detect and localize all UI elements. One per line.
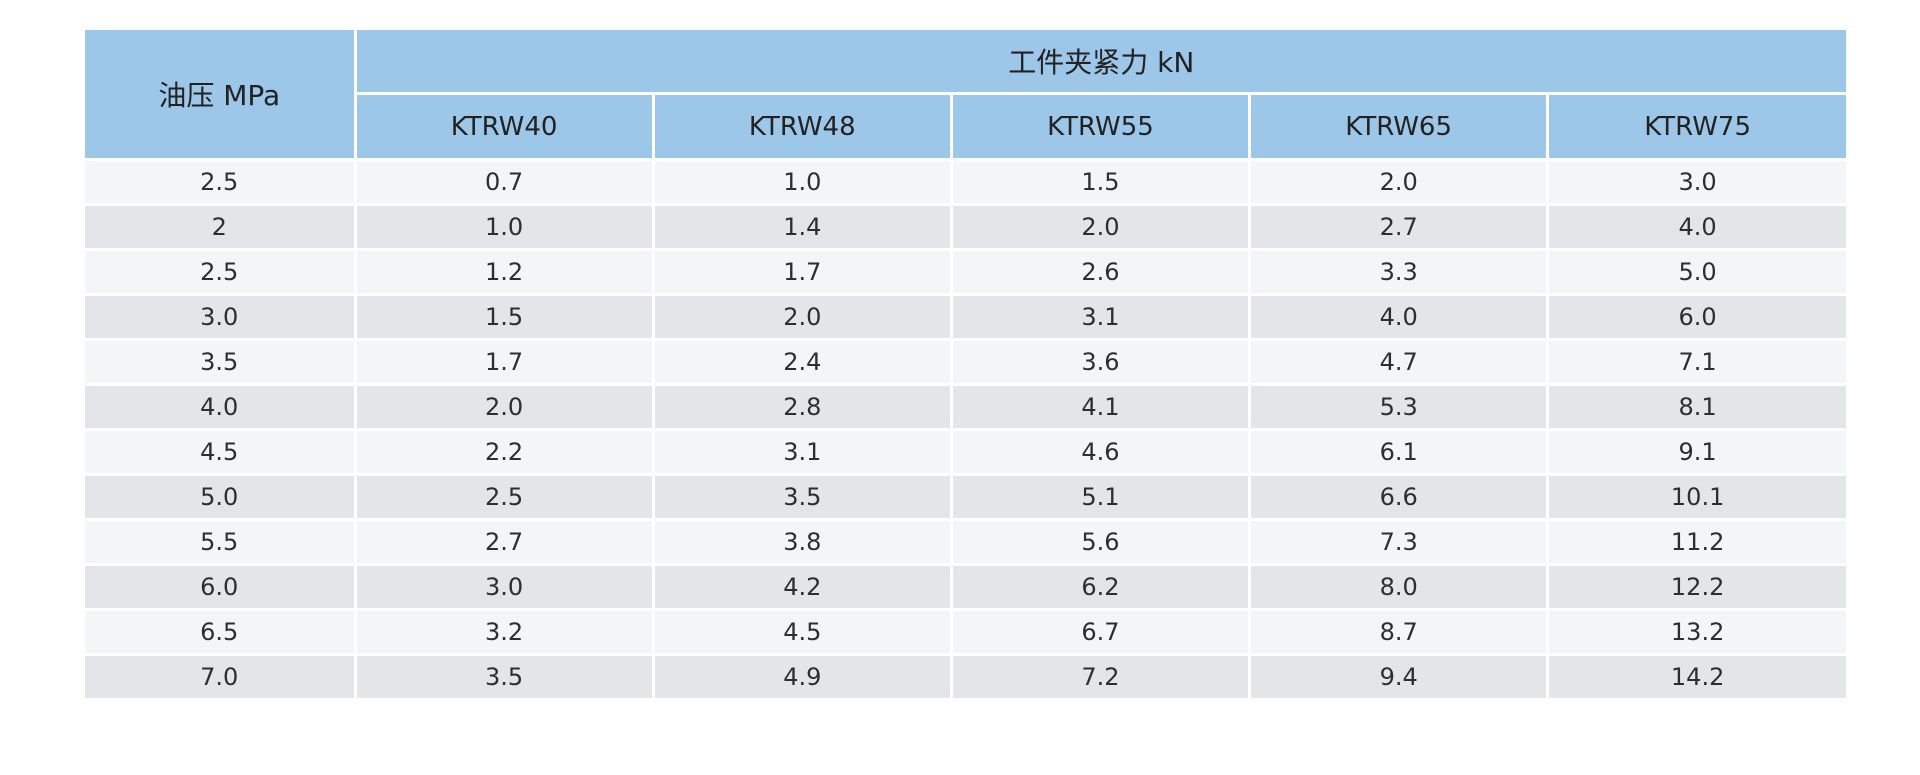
clamping-force-cell: 1.5 (355, 293, 655, 340)
clamping-force-cell: 2.5 (355, 473, 655, 520)
table-row: 5.0 2.5 3.5 5.1 6.6 10.1 (85, 473, 1846, 520)
table-row: 6.5 3.2 4.5 6.7 8.7 13.2 (85, 608, 1846, 655)
clamping-force-cell: 2.2 (355, 428, 655, 475)
clamping-force-cell: 4.6 (951, 428, 1252, 475)
oil-pressure-cell: 2.5 (85, 248, 357, 295)
table-body: 2.5 0.7 1.0 1.5 2.0 3.0 2 1.0 1.4 2.0 2.7 4.0 2.5 1.2… (85, 158, 1846, 698)
clamping-force-cell: 1.5 (951, 158, 1252, 205)
clamping-force-cell: 1.7 (653, 248, 953, 295)
model-header: KTRW55 (951, 93, 1252, 160)
table-row: 2 1.0 1.4 2.0 2.7 4.0 (85, 203, 1846, 250)
clamping-force-cell: 5.0 (1547, 248, 1846, 295)
clamping-force-cell: 2.0 (653, 293, 953, 340)
clamping-force-cell: 8.1 (1547, 383, 1846, 430)
clamping-force-cell: 5.6 (951, 518, 1252, 565)
clamping-force-cell: 9.4 (1249, 653, 1550, 698)
clamping-force-cell: 6.2 (951, 563, 1252, 610)
clamping-force-cell: 2.0 (1249, 158, 1550, 205)
oil-pressure-cell: 4.0 (85, 383, 357, 430)
table-row: 6.0 3.0 4.2 6.2 8.0 12.2 (85, 563, 1846, 610)
table-row: 3.5 1.7 2.4 3.6 4.7 7.1 (85, 338, 1846, 385)
clamping-force-cell: 6.6 (1249, 473, 1550, 520)
clamping-force-group-header: 工件夹紧力 kN (355, 30, 1846, 95)
clamping-force-cell: 7.2 (951, 653, 1252, 698)
oil-pressure-cell: 5.0 (85, 473, 357, 520)
oil-pressure-cell: 3.0 (85, 293, 357, 340)
oil-pressure-header: 油压 MPa (85, 30, 357, 161)
clamping-force-cell: 3.1 (653, 428, 953, 475)
clamping-force-cell: 10.1 (1547, 473, 1846, 520)
clamping-force-cell: 3.5 (653, 473, 953, 520)
table-row: 7.0 3.5 4.9 7.2 9.4 14.2 (85, 653, 1846, 698)
oil-pressure-cell: 2 (85, 203, 357, 250)
oil-pressure-cell: 3.5 (85, 338, 357, 385)
clamping-force-cell: 4.5 (653, 608, 953, 655)
clamping-force-cell: 2.7 (1249, 203, 1550, 250)
clamping-force-cell: 3.6 (951, 338, 1252, 385)
table-header: 油压 MPa 工件夹紧力 kN KTRW40 KTRW48 KTRW55 KTR… (85, 30, 1846, 161)
clamping-force-cell: 13.2 (1547, 608, 1846, 655)
clamping-force-cell: 6.1 (1249, 428, 1550, 475)
table-row: 2.5 1.2 1.7 2.6 3.3 5.0 (85, 248, 1846, 295)
clamping-force-cell: 8.0 (1249, 563, 1550, 610)
model-header: KTRW65 (1249, 93, 1550, 160)
clamping-force-cell: 3.5 (355, 653, 655, 698)
clamping-force-cell: 2.7 (355, 518, 655, 565)
clamping-force-cell: 1.7 (355, 338, 655, 385)
clamping-force-cell: 2.0 (355, 383, 655, 430)
clamping-force-cell: 12.2 (1547, 563, 1846, 610)
clamping-force-cell: 14.2 (1547, 653, 1846, 698)
clamping-force-cell: 4.2 (653, 563, 953, 610)
table-row: 4.0 2.0 2.8 4.1 5.3 8.1 (85, 383, 1846, 430)
table-row: 2.5 0.7 1.0 1.5 2.0 3.0 (85, 158, 1846, 205)
clamping-force-cell: 1.4 (653, 203, 953, 250)
clamping-force-cell: 3.8 (653, 518, 953, 565)
clamping-force-cell: 3.1 (951, 293, 1252, 340)
clamping-force-cell: 2.4 (653, 338, 953, 385)
clamping-force-cell: 11.2 (1547, 518, 1846, 565)
clamping-force-cell: 4.7 (1249, 338, 1550, 385)
clamping-force-cell: 3.0 (355, 563, 655, 610)
clamping-force-table: 油压 MPa 工件夹紧力 kN KTRW40 KTRW48 KTRW55 KTR… (85, 30, 1846, 698)
oil-pressure-cell: 6.5 (85, 608, 357, 655)
clamping-force-cell: 2.8 (653, 383, 953, 430)
clamping-force-cell: 4.1 (951, 383, 1252, 430)
model-header: KTRW40 (355, 93, 655, 160)
clamping-force-cell: 4.9 (653, 653, 953, 698)
model-header: KTRW48 (653, 93, 953, 160)
clamping-force-cell: 5.3 (1249, 383, 1550, 430)
oil-pressure-cell: 2.5 (85, 158, 357, 205)
clamping-force-cell: 0.7 (355, 158, 655, 205)
clamping-force-cell: 2.0 (951, 203, 1252, 250)
table-row: 5.5 2.7 3.8 5.6 7.3 11.2 (85, 518, 1846, 565)
oil-pressure-cell: 4.5 (85, 428, 357, 475)
table-row: 4.5 2.2 3.1 4.6 6.1 9.1 (85, 428, 1846, 475)
clamping-force-cell: 8.7 (1249, 608, 1550, 655)
clamping-force-cell: 3.3 (1249, 248, 1550, 295)
table-row: 3.0 1.5 2.0 3.1 4.0 6.0 (85, 293, 1846, 340)
model-header: KTRW75 (1547, 93, 1846, 160)
header-row-top: 油压 MPa 工件夹紧力 kN (85, 30, 1846, 161)
clamping-force-table-container: 油压 MPa 工件夹紧力 kN KTRW40 KTRW48 KTRW55 KTR… (85, 30, 1846, 698)
clamping-force-cell: 9.1 (1547, 428, 1846, 475)
clamping-force-cell: 3.2 (355, 608, 655, 655)
clamping-force-cell: 7.1 (1547, 338, 1846, 385)
clamping-force-cell: 6.0 (1547, 293, 1846, 340)
clamping-force-cell: 6.7 (951, 608, 1252, 655)
oil-pressure-cell: 5.5 (85, 518, 357, 565)
clamping-force-cell: 2.6 (951, 248, 1252, 295)
oil-pressure-cell: 6.0 (85, 563, 357, 610)
clamping-force-cell: 5.1 (951, 473, 1252, 520)
clamping-force-cell: 4.0 (1249, 293, 1550, 340)
oil-pressure-cell: 7.0 (85, 653, 357, 698)
clamping-force-cell: 3.0 (1547, 158, 1846, 205)
clamping-force-cell: 1.0 (653, 158, 953, 205)
header-row-models: KTRW40 KTRW48 KTRW55 KTRW65 KTRW75 (85, 93, 1846, 160)
clamping-force-cell: 1.0 (355, 203, 655, 250)
clamping-force-cell: 4.0 (1547, 203, 1846, 250)
clamping-force-cell: 7.3 (1249, 518, 1550, 565)
clamping-force-cell: 1.2 (355, 248, 655, 295)
